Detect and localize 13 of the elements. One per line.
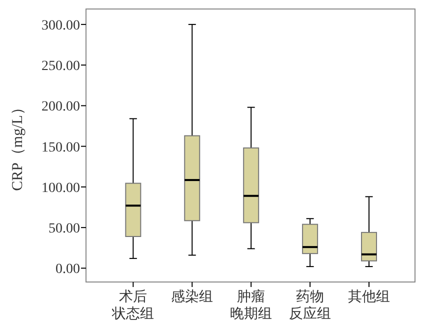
- y-tick-label: 200.00: [42, 100, 80, 115]
- y-tick-label: 50.00: [48, 222, 80, 237]
- y-axis-title: CRP（mg/L）: [10, 100, 26, 191]
- y-tick-label: 100.00: [42, 180, 80, 196]
- y-tick-label: 250.00: [42, 59, 80, 74]
- x-tick-label: 药物反应组: [289, 289, 332, 322]
- x-tick-label: 感染组: [171, 289, 214, 305]
- x-tick-label: 其他组: [348, 289, 390, 305]
- x-tick-label: 术后状态组: [111, 289, 154, 322]
- x-tick-label: 肿瘤晚期组: [230, 289, 272, 322]
- y-tick-label: 300.00: [42, 18, 80, 34]
- y-tick-label: 0.00: [56, 262, 80, 278]
- y-tick-label: 150.00: [42, 140, 80, 156]
